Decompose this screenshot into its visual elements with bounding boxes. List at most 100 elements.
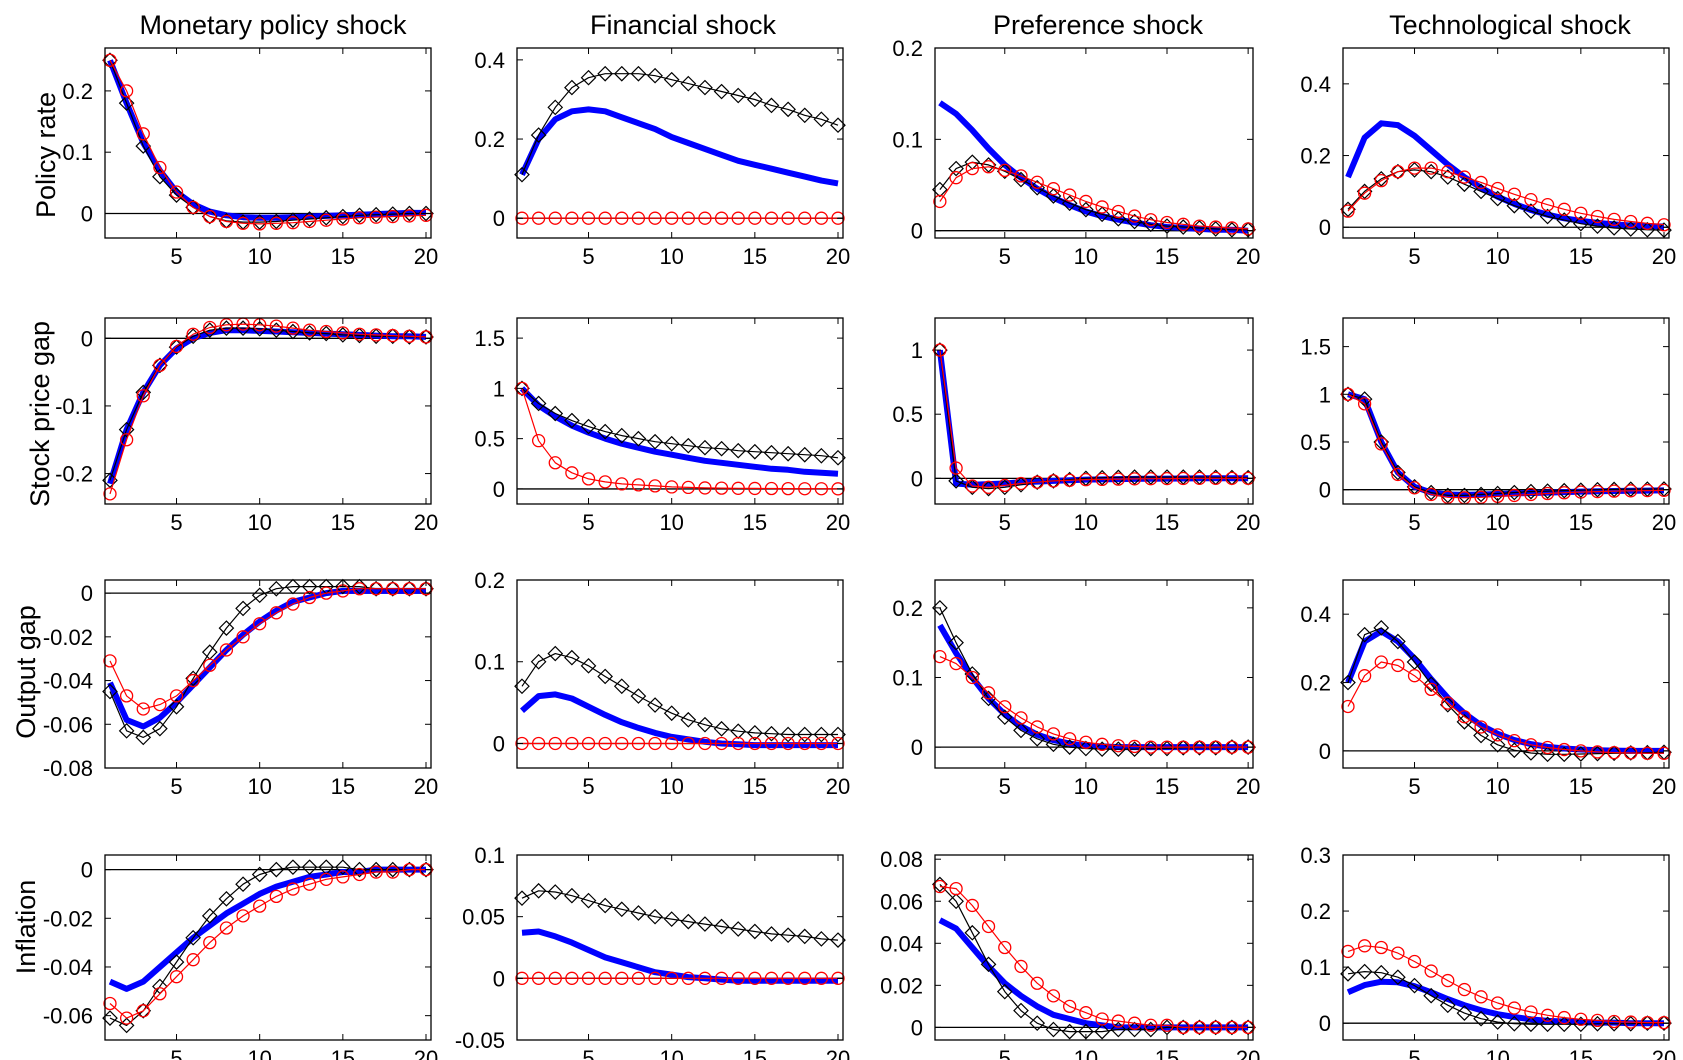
marker-circle (419, 862, 433, 877)
marker-circle (103, 996, 117, 1011)
y-tick-label: -0.2 (55, 462, 93, 487)
marker-diamond (1175, 1019, 1192, 1036)
series-line-red (109, 60, 427, 225)
marker-circle (965, 479, 979, 493)
marker-diamond (118, 95, 135, 112)
marker-diamond (1013, 722, 1029, 739)
marker-circle (1160, 1018, 1174, 1032)
marker-circle (515, 736, 529, 751)
marker-circle (1507, 488, 1521, 503)
x-tick-label: 5 (999, 1046, 1011, 1060)
y-tick-label: 0.08 (880, 847, 923, 872)
marker-diamond (713, 720, 730, 737)
marker-diamond (680, 711, 697, 728)
marker-circle (598, 971, 612, 985)
marker-diamond (597, 423, 614, 440)
x-tick-label: 15 (1155, 244, 1179, 269)
series-line-blue (937, 623, 1249, 751)
marker-circle (1474, 175, 1488, 190)
marker-circle (336, 870, 350, 884)
marker-circle (1014, 476, 1028, 491)
marker-circle (615, 971, 629, 985)
marker-circle (981, 686, 996, 700)
marker-circle (981, 160, 996, 174)
marker-circle (1176, 1020, 1190, 1035)
x-tick-label: 20 (1236, 244, 1260, 269)
column-title-technological-shock: Technological shock (1389, 10, 1631, 40)
plot-frame (516, 579, 844, 769)
marker-circle (203, 320, 217, 335)
marker-circle (949, 461, 963, 475)
marker-circle (1441, 490, 1455, 504)
marker-circle (681, 211, 695, 225)
marker-circle (1607, 484, 1621, 498)
marker-circle (1624, 484, 1638, 498)
marker-diamond (780, 927, 796, 944)
marker-circle (136, 127, 150, 141)
y-tick-label: 0 (493, 206, 505, 231)
marker-circle (419, 208, 433, 222)
marker-diamond (1573, 215, 1589, 232)
series-line-red (1347, 661, 1664, 754)
marker-diamond (384, 580, 401, 597)
panel-r2-c1: 5 10 15 20 0 0.1 0.2 (474, 568, 850, 799)
y-tick-label: 0.1 (474, 650, 505, 675)
x-tick-label: 5 (1408, 510, 1420, 535)
marker-circle (369, 865, 383, 879)
y-tick-label: 0.2 (62, 79, 93, 104)
marker-circle (1079, 735, 1093, 749)
x-tick-label: 15 (743, 244, 767, 269)
row-label-inflation: Inflation (11, 880, 41, 975)
marker-diamond (1439, 696, 1456, 713)
marker-diamond (1622, 745, 1639, 761)
marker-diamond (401, 205, 418, 222)
marker-circle (1357, 939, 1372, 953)
marker-circle (203, 209, 217, 224)
marker-diamond (268, 322, 285, 339)
marker-circle (269, 606, 283, 620)
marker-circle (831, 971, 845, 985)
marker-circle (781, 481, 795, 496)
marker-circle (1640, 483, 1655, 498)
marker-diamond (1029, 474, 1046, 491)
marker-circle (1540, 740, 1555, 755)
marker-diamond (780, 101, 796, 118)
series-line-blue (520, 691, 838, 749)
marker-circle (1391, 467, 1405, 482)
marker-diamond (796, 726, 813, 743)
marker-diamond (1224, 1019, 1240, 1036)
marker-circle (581, 971, 596, 985)
marker-circle (153, 987, 167, 1001)
marker-circle (286, 216, 300, 230)
plot-frame (516, 47, 844, 239)
marker-circle (631, 478, 646, 492)
marker-diamond (597, 65, 614, 82)
marker-diamond (1390, 163, 1406, 180)
x-tick-label: 20 (414, 510, 438, 535)
marker-diamond (763, 97, 780, 114)
series-line-blue (107, 327, 427, 485)
marker-circle (1063, 188, 1077, 202)
marker-circle (103, 53, 117, 67)
x-tick-label: 5 (999, 244, 1011, 269)
marker-circle (548, 971, 562, 985)
marker-diamond (1045, 473, 1062, 489)
column-title-monetary-policy-shock: Monetary policy shock (139, 10, 407, 40)
y-tick-label: 0 (81, 326, 93, 351)
marker-circle (798, 736, 812, 751)
marker-circle (419, 330, 433, 344)
marker-circle (933, 194, 947, 209)
marker-diamond (730, 442, 747, 459)
marker-circle (831, 482, 845, 496)
marker-circle (1111, 1014, 1125, 1028)
marker-diamond (948, 160, 964, 177)
x-tick-label: 10 (659, 244, 683, 269)
marker-circle (1424, 487, 1438, 502)
x-tick-label: 5 (1408, 774, 1420, 799)
marker-diamond (1191, 739, 1208, 756)
marker-circle (1590, 484, 1605, 499)
marker-circle (253, 899, 267, 913)
marker-diamond (318, 859, 335, 876)
marker-circle (1209, 220, 1223, 234)
x-tick-label: 15 (331, 774, 355, 799)
